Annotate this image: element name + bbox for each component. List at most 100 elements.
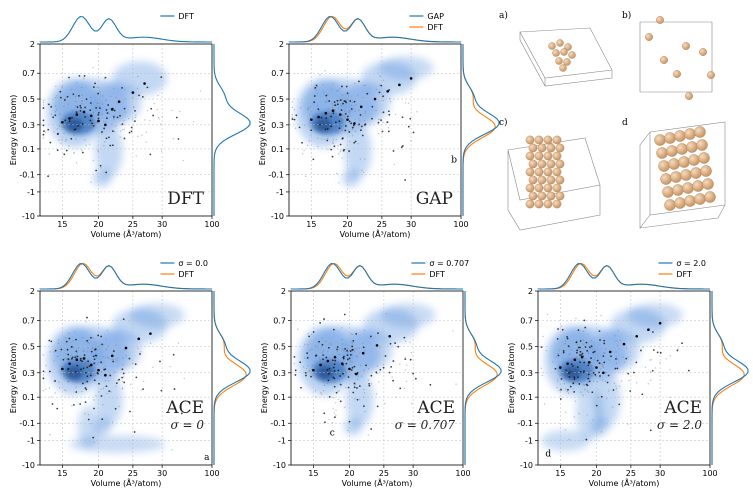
scatter-point <box>139 353 141 355</box>
scatter-point <box>88 365 91 368</box>
scatter-point <box>68 76 70 79</box>
scatter-point <box>597 396 599 399</box>
axes-frame <box>39 290 213 466</box>
scatter-point <box>291 106 294 109</box>
scatter-point <box>73 131 76 133</box>
atom <box>674 197 686 209</box>
right-marginal-kde <box>213 291 251 465</box>
scatter-point <box>596 381 599 383</box>
density-blob <box>112 61 168 96</box>
scatter-point <box>599 339 601 341</box>
scatter-point <box>122 357 124 359</box>
scatter-point <box>592 367 594 370</box>
density-blob <box>380 303 436 328</box>
scatter-point <box>67 358 70 361</box>
scatter-point <box>100 335 103 338</box>
scatter-point <box>576 349 579 352</box>
scatter-point <box>67 103 69 105</box>
density-blob <box>95 123 123 179</box>
scatter-point <box>115 385 117 387</box>
x-tick-label: 15 <box>306 220 316 229</box>
y-tick-label: 2 <box>528 287 533 296</box>
scatter-point <box>98 87 100 89</box>
scatter-point <box>339 87 341 90</box>
y-tick-label: 0.7 <box>520 317 533 326</box>
scatter-point <box>85 130 88 132</box>
scatter-point <box>571 365 574 367</box>
scatter-point <box>323 318 325 320</box>
scatter-point <box>399 363 401 365</box>
scatter-point <box>352 339 355 342</box>
scatter-point <box>606 381 609 384</box>
scatter-point <box>103 127 106 130</box>
scatter-point <box>171 449 173 451</box>
scatter-point <box>67 380 69 382</box>
scatter-point <box>375 371 378 374</box>
scatter-point <box>411 402 413 405</box>
scatter-point <box>387 130 390 133</box>
atom <box>537 175 547 185</box>
atom <box>555 175 565 185</box>
scatter-point <box>63 132 65 135</box>
scatter-point <box>72 369 74 372</box>
y-tick-label: -0.1 <box>270 419 286 428</box>
scatter-point <box>310 375 312 378</box>
scatter-point <box>598 362 601 365</box>
scatter-point <box>341 157 343 159</box>
scatter-point <box>102 343 104 346</box>
scatter-point <box>63 99 66 101</box>
scatter-point <box>614 335 616 337</box>
scatter-point <box>71 353 73 355</box>
data-point <box>647 328 650 332</box>
axes-frame <box>39 43 213 217</box>
scatter-point <box>89 118 92 120</box>
scatter-point <box>394 342 397 344</box>
scatter-point <box>364 158 366 160</box>
x-tick-label: 15 <box>555 469 565 478</box>
scatter-point <box>89 121 91 123</box>
scatter-point <box>375 88 378 91</box>
y-tick-label: 0.3 <box>22 369 35 378</box>
scatter-point <box>57 132 59 135</box>
scatter-point <box>50 105 53 108</box>
x-tick-label: 30 <box>157 469 167 478</box>
scatter-point <box>85 98 88 100</box>
scatter-point <box>106 329 109 332</box>
atom <box>543 183 553 193</box>
scatter-point <box>317 125 319 128</box>
structure-marker: b <box>451 156 457 166</box>
scatter-point <box>64 140 67 142</box>
scatter-point <box>370 383 373 385</box>
scatter-point <box>309 349 311 351</box>
scatter-point <box>315 89 317 91</box>
scatter-point <box>362 96 364 99</box>
scatter-point <box>116 382 119 384</box>
data-point <box>317 115 320 119</box>
atom <box>685 92 693 100</box>
scatter-point <box>115 344 117 346</box>
x-tick-label: 100 <box>455 469 470 478</box>
axes-frame <box>537 290 711 466</box>
scatter-point <box>160 389 163 392</box>
scatter-point <box>84 116 87 118</box>
scatter-point <box>335 409 337 411</box>
scatter-point <box>590 365 593 367</box>
atom <box>543 151 553 161</box>
scatter-point <box>586 414 588 416</box>
cell-frame-d <box>639 121 726 229</box>
scatter-point <box>51 403 54 405</box>
scatter-point <box>571 367 573 370</box>
scatter-point <box>328 114 330 116</box>
scatter-point <box>55 108 58 111</box>
scatter-point <box>74 128 77 131</box>
scatter-point <box>80 363 82 366</box>
scatter-point <box>156 108 159 111</box>
scatter-point <box>351 366 354 369</box>
scatter-point <box>93 111 95 113</box>
scatter-point <box>579 361 581 364</box>
top-marginal-kde <box>290 263 464 290</box>
scatter-point <box>322 354 325 356</box>
scatter-point <box>353 382 356 385</box>
atom <box>645 33 653 41</box>
scatter-point <box>100 167 102 169</box>
